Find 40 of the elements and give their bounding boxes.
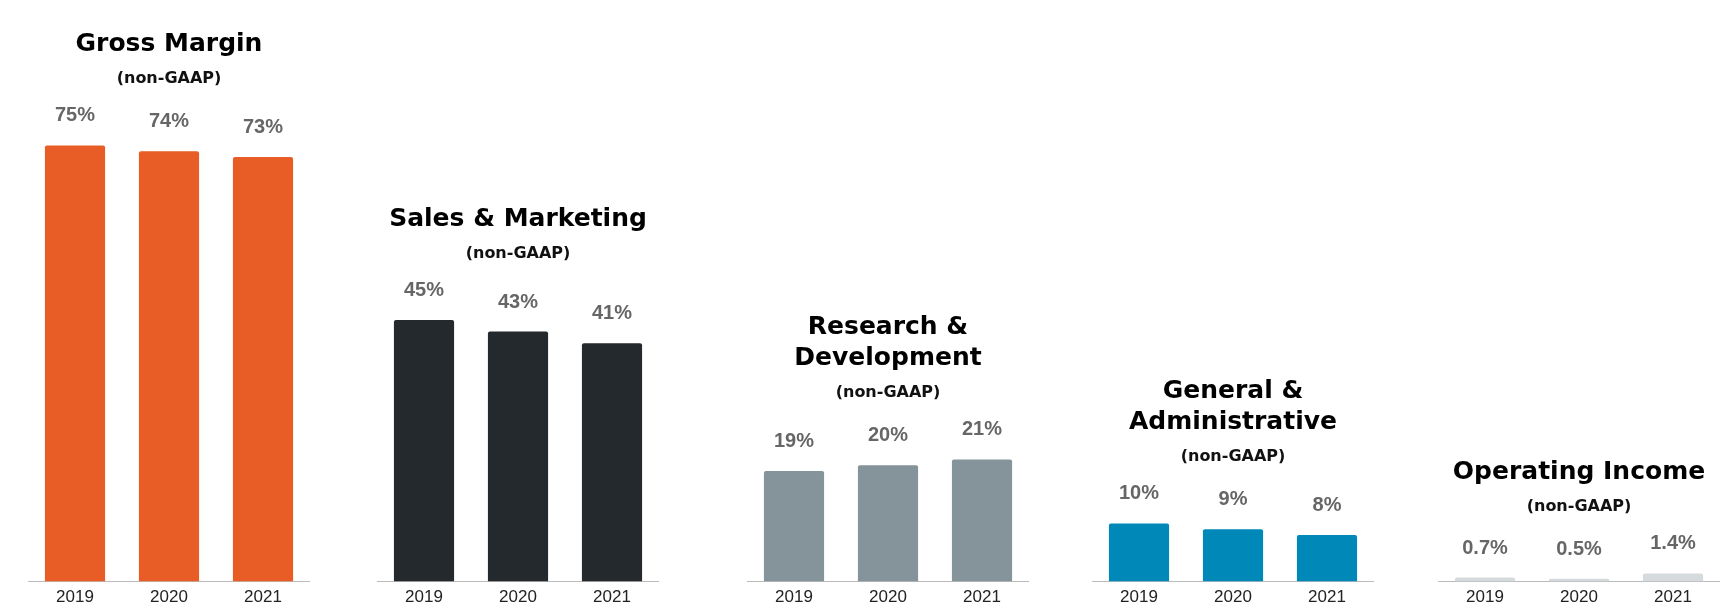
x-tick-label: 2021 (1308, 587, 1346, 607)
chart-title: Gross Margin (75, 28, 263, 58)
x-tick-label: 2021 (1654, 587, 1692, 607)
chart-subtitle: (non-GAAP) (1526, 496, 1632, 516)
data-label: 0.5% (1556, 536, 1603, 559)
x-tick-label: 2021 (593, 587, 631, 607)
data-label: 1.4% (1650, 531, 1697, 554)
chart-title: Research & Development (794, 311, 982, 372)
chart-title: Sales & Marketing (389, 202, 647, 232)
data-label: 73% (242, 115, 284, 138)
data-label: 8% (1312, 493, 1342, 516)
x-tick-label: 2019 (1466, 587, 1504, 607)
chart-subtitle: (non-GAAP) (1180, 446, 1286, 466)
x-tick-label: 2019 (56, 587, 94, 607)
chart-subtitle: (non-GAAP) (116, 68, 222, 88)
chart-title: Operating Income (1452, 456, 1706, 486)
data-label: 0.7% (1462, 535, 1509, 558)
chart-title: General & Administrative (1128, 375, 1338, 436)
data-label: 21% (961, 417, 1003, 440)
chart-subtitle: (non-GAAP) (465, 242, 571, 262)
x-tick-label: 2020 (869, 587, 907, 607)
data-label: 41% (591, 301, 633, 324)
data-label: 20% (867, 423, 909, 446)
x-tick-label: 2020 (1560, 587, 1598, 607)
x-tick-label: 2019 (775, 587, 813, 607)
chart-subtitle: (non-GAAP) (835, 382, 941, 402)
x-tick-label: 2019 (1120, 587, 1158, 607)
data-label: 19% (773, 429, 815, 452)
x-tick-label: 2020 (499, 587, 537, 607)
x-tick-label: 2021 (963, 587, 1001, 607)
data-label: 45% (403, 277, 445, 300)
x-tick-label: 2021 (244, 587, 282, 607)
x-tick-label: 2020 (150, 587, 188, 607)
x-tick-label: 2020 (1214, 587, 1252, 607)
x-tick-label: 2019 (405, 587, 443, 607)
data-label: 43% (497, 289, 539, 312)
data-label: 10% (1118, 481, 1160, 504)
data-label: 75% (54, 103, 96, 126)
data-label: 9% (1218, 487, 1248, 510)
data-label: 74% (148, 109, 190, 132)
